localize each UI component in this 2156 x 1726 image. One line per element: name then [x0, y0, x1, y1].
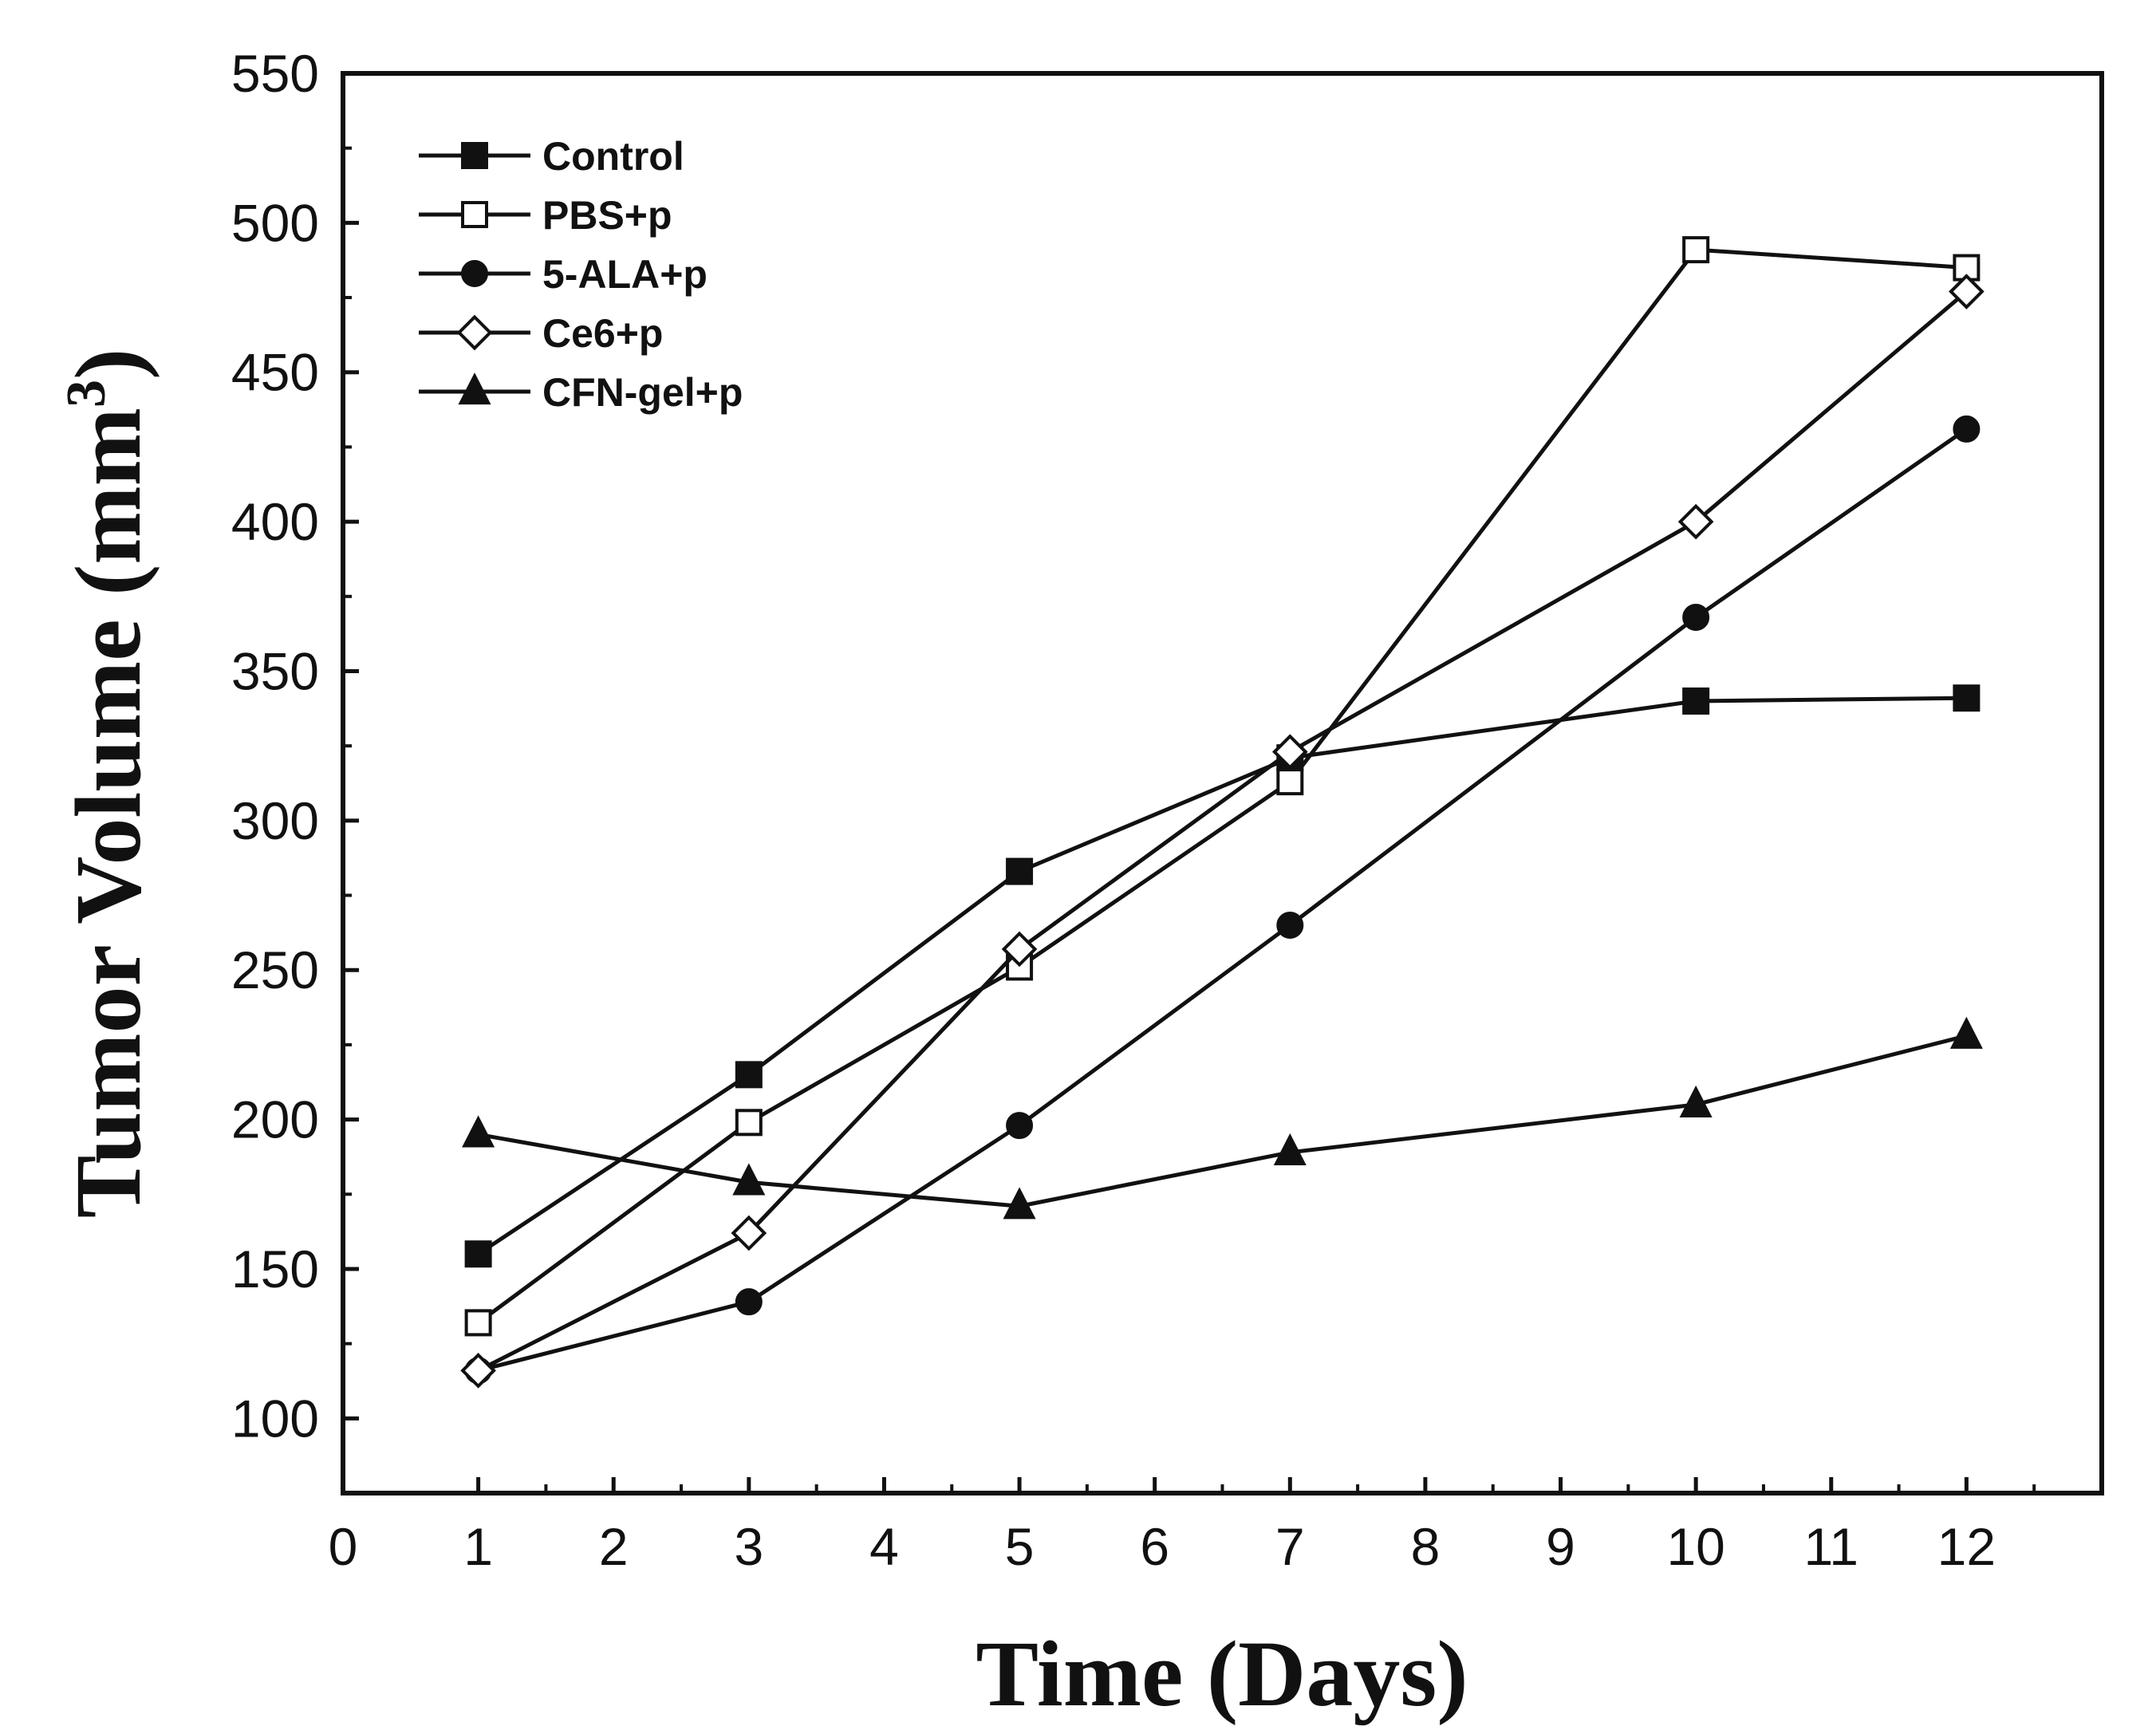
legend-entry-pbs-p: PBS+p [419, 193, 672, 238]
x-tick-label: 2 [599, 1517, 629, 1576]
y-tick-label: 300 [231, 791, 319, 850]
legend-label: 5-ALA+p [542, 252, 707, 297]
x-tick-label: 10 [1666, 1517, 1724, 1576]
legend-marker [456, 314, 493, 351]
y-tick-label: 500 [231, 193, 319, 252]
x-tick-label: 12 [1937, 1517, 1996, 1576]
legend: Control PBS+p 5-ALA+p Ce6+p CFN-gel+p [419, 134, 743, 415]
data-point-5-ala-p [1953, 415, 1981, 443]
data-point-control [735, 1061, 763, 1089]
data-point-cfn-gel-p [1003, 1187, 1036, 1220]
data-point-control [1006, 857, 1034, 885]
data-point-pbs-p [1682, 236, 1710, 264]
data-point-cfn-gel-p [1679, 1085, 1713, 1118]
y-axis-title-main: Tumor Volume (mm [56, 408, 160, 1218]
data-point-cfn-gel-p [1273, 1133, 1307, 1165]
data-point-cfn-gel-p [1949, 1016, 1983, 1049]
x-tick-label: 5 [1005, 1517, 1035, 1576]
legend-entry-ce6-p: Ce6+p [419, 311, 663, 356]
y-axis-title: Tumor Volume (mm3) [56, 349, 160, 1219]
y-tick-label: 400 [231, 492, 319, 551]
series-cfn-gel-p [462, 1016, 1983, 1220]
legend-entry-5-ala-p: 5-ALA+p [419, 252, 707, 297]
legend-marker [461, 142, 488, 169]
y-tick-label: 250 [231, 940, 319, 999]
x-tick-label: 3 [734, 1517, 763, 1576]
legend-entry-control: Control [419, 134, 684, 179]
y-tick-label: 350 [231, 641, 319, 700]
data-point-control [1682, 687, 1710, 715]
y-tick-label: 100 [231, 1389, 319, 1448]
y-axis-title-superscript: 3 [56, 380, 117, 408]
series-line-control [477, 696, 1967, 1256]
series-line-pbs-p [477, 247, 1967, 1325]
y-tick-label: 550 [231, 44, 319, 103]
x-tick-label: 1 [463, 1517, 493, 1576]
series-line-5-ala-p [477, 427, 1968, 1373]
y-axis-title-close: ) [56, 349, 160, 380]
data-point-5-ala-p [1682, 604, 1710, 632]
x-tick-label: 7 [1275, 1517, 1305, 1576]
x-tick-label: 6 [1140, 1517, 1169, 1576]
data-point-pbs-p [1276, 768, 1304, 796]
y-tick-label: 450 [231, 343, 319, 402]
x-tick-label: 8 [1411, 1517, 1441, 1576]
y-tick-label: 200 [231, 1090, 319, 1149]
data-point-control [1953, 684, 1981, 712]
data-point-cfn-gel-p [732, 1163, 766, 1196]
data-point-ce6-p [460, 1353, 496, 1389]
x-tick-label: 9 [1546, 1517, 1575, 1576]
data-point-ce6-p [1001, 931, 1038, 967]
data-point-5-ala-p [735, 1288, 763, 1316]
data-point-ce6-p [1949, 274, 1985, 309]
x-tick-label: 4 [869, 1517, 899, 1576]
series-line-cfn-gel-p [478, 1034, 1968, 1208]
series-5-ala-p [464, 415, 1981, 1385]
legend-marker [458, 372, 491, 405]
data-point-control [464, 1240, 492, 1268]
data-point-5-ala-p [1006, 1112, 1034, 1140]
x-tick-label: 0 [329, 1517, 358, 1576]
series-line-ce6-p [477, 290, 1969, 1373]
data-point-pbs-p [464, 1309, 492, 1337]
data-point-cfn-gel-p [462, 1115, 495, 1148]
series-control [464, 684, 1981, 1268]
plot-marks [460, 236, 1985, 1389]
legend-entry-cfn-gel-p: CFN-gel+p [419, 370, 743, 415]
legend-label: Control [542, 134, 684, 179]
legend-label: CFN-gel+p [542, 370, 743, 415]
legend-label: PBS+p [542, 193, 672, 238]
data-point-pbs-p [735, 1109, 763, 1137]
x-axis-title: Time (Days) [976, 1622, 1468, 1726]
axes: 0 1 2 3 4 5 6 7 8 9 10 11 12100150200250300350400450… [231, 44, 2036, 1576]
data-point-ce6-p [731, 1215, 767, 1251]
legend-label: Ce6+p [542, 311, 663, 356]
data-point-5-ala-p [1276, 912, 1304, 939]
legend-marker [461, 201, 488, 228]
data-point-ce6-p [1271, 734, 1308, 770]
data-point-ce6-p [1677, 503, 1714, 540]
legend-marker [461, 260, 488, 287]
y-tick-label: 150 [231, 1239, 319, 1298]
x-tick-label: 11 [1804, 1517, 1859, 1576]
series-ce6-p [460, 274, 1985, 1389]
